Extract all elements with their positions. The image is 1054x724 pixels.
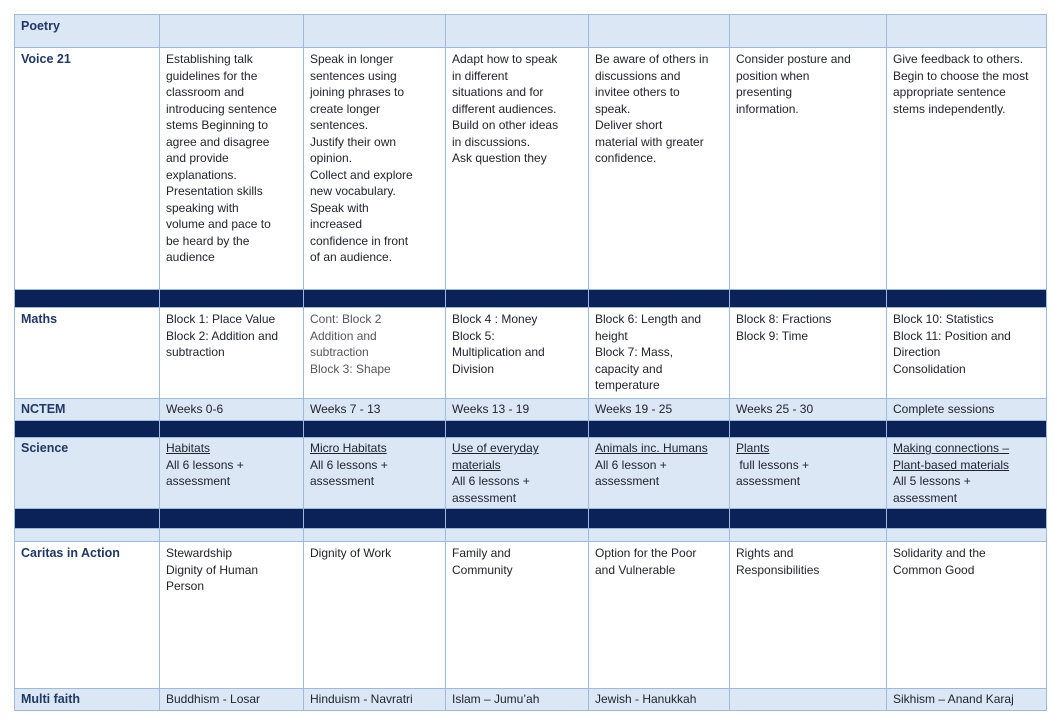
cell-multifaith-4: Jewish - Hanukkah: [588, 688, 730, 711]
cell-nctem-2: Weeks 7 - 13: [303, 398, 446, 421]
cell-poetry-4: [588, 14, 730, 48]
cell-voice21-6: Give feedback to others. Begin to choose…: [886, 47, 1047, 290]
science-topic-detail: All 6 lesson + assessment: [595, 457, 667, 489]
row-label-voice21: Voice 21: [14, 47, 160, 290]
science-topic-detail: All 6 lessons + assessment: [166, 457, 244, 489]
cell-multifaith-3: Islam – Jumu’ah: [445, 688, 589, 711]
cell-science-1: Habitats All 6 lessons + assessment: [159, 437, 304, 509]
row-label-maths: Maths: [14, 307, 160, 399]
row-nctem: NCTEM Weeks 0-6 Weeks 7 - 13 Weeks 13 - …: [14, 398, 1047, 421]
cell-multifaith-1: Buddhism - Losar: [159, 688, 304, 711]
cell-caritas-6: Solidarity and the Common Good: [886, 541, 1047, 689]
cell-maths-6: Block 10: Statistics Block 11: Position …: [886, 307, 1047, 399]
row-voice21: Voice 21 Establishing talk guidelines fo…: [14, 47, 1047, 290]
science-topic-detail: All 5 lessons + assessment: [893, 474, 971, 505]
cell-voice21-1: Establishing talk guidelines for the cla…: [159, 47, 304, 290]
spacer-row: [14, 528, 1047, 542]
science-topic-detail: All 6 lessons + assessment: [452, 474, 530, 505]
cell-nctem-1: Weeks 0-6: [159, 398, 304, 421]
cell-caritas-2: Dignity of Work: [303, 541, 446, 689]
cell-maths-2: Cont: Block 2 Addition and subtraction B…: [303, 307, 446, 399]
row-label-nctem: NCTEM: [14, 398, 160, 421]
cell-multifaith-2: Hinduism - Navratri: [303, 688, 446, 711]
science-topic-detail: All 6 lessons + assessment: [310, 457, 388, 489]
cell-maths-5: Block 8: Fractions Block 9: Time: [729, 307, 887, 399]
cell-voice21-3: Adapt how to speak in different situatio…: [445, 47, 589, 290]
row-science: Science Habitats All 6 lessons + assessme…: [14, 437, 1047, 509]
cell-science-2: Micro Habitats All 6 lessons + assessment: [303, 437, 446, 509]
cell-multifaith-5: [729, 688, 887, 711]
cell-science-6: Making connections – Plant-based materia…: [886, 437, 1047, 509]
science-topic-detail: full lessons + assessment: [736, 457, 810, 489]
cell-voice21-5: Consider posture and position when prese…: [729, 47, 887, 290]
cell-nctem-6: Complete sessions: [886, 398, 1047, 421]
science-topic-title: Animals inc. Humans: [595, 441, 708, 455]
cell-poetry-5: [729, 14, 887, 48]
science-topic-title: Habitats: [166, 441, 211, 455]
cell-caritas-1: Stewardship Dignity of Human Person: [159, 541, 304, 689]
cell-caritas-5: Rights and Responsibilities: [729, 541, 887, 689]
science-topic-title: Micro Habitats: [310, 441, 387, 455]
science-topic-title: Making connections – Plant-based materia…: [893, 441, 1010, 472]
cell-voice21-2: Speak in longer sentences using joining …: [303, 47, 446, 290]
cell-poetry-2: [303, 14, 446, 48]
separator-row-1: [14, 289, 1047, 308]
cell-voice21-4: Be aware of others in discussions and in…: [588, 47, 730, 290]
cell-science-5: Plants full lessons + assessment: [729, 437, 887, 509]
row-label-multifaith: Multi faith: [14, 688, 160, 711]
separator-row-3: [14, 508, 1047, 529]
cell-maths-4: Block 6: Length and height Block 7: Mass…: [588, 307, 730, 399]
cell-nctem-3: Weeks 13 - 19: [445, 398, 589, 421]
cell-maths-3: Block 4 : Money Block 5: Multiplication …: [445, 307, 589, 399]
cell-nctem-4: Weeks 19 - 25: [588, 398, 730, 421]
row-multifaith: Multi faith Buddhism - Losar Hinduism - …: [14, 688, 1047, 711]
row-label-poetry: Poetry: [14, 14, 160, 48]
cell-science-4: Animals inc. Humans All 6 lesson + assess…: [588, 437, 730, 509]
cell-poetry-1: [159, 14, 304, 48]
science-topic-title: Plants: [736, 441, 770, 455]
row-poetry: Poetry: [14, 14, 1047, 48]
cell-poetry-6: [886, 14, 1047, 48]
cell-caritas-4: Option for the Poor and Vulnerable: [588, 541, 730, 689]
row-label-science: Science: [14, 437, 160, 509]
curriculum-plan-document: Poetry Voice 21 Establishing talk guidel…: [14, 14, 1047, 711]
row-maths: Maths Block 1: Place Value Block 2: Addi…: [14, 307, 1047, 399]
science-topic-title: Use of everyday materials: [452, 441, 539, 472]
row-caritas: Caritas in Action Stewardship Dignity of…: [14, 541, 1047, 689]
cell-maths-1: Block 1: Place Value Block 2: Addition a…: [159, 307, 304, 399]
curriculum-table: Poetry Voice 21 Establishing talk guidel…: [14, 14, 1047, 711]
cell-science-3: Use of everyday materials All 6 lessons +…: [445, 437, 589, 509]
cell-multifaith-6: Sikhism – Anand Karaj: [886, 688, 1047, 711]
cell-caritas-3: Family and Community: [445, 541, 589, 689]
row-label-caritas: Caritas in Action: [14, 541, 160, 689]
cell-nctem-5: Weeks 25 - 30: [729, 398, 887, 421]
separator-row-2: [14, 420, 1047, 438]
cell-poetry-3: [445, 14, 589, 48]
